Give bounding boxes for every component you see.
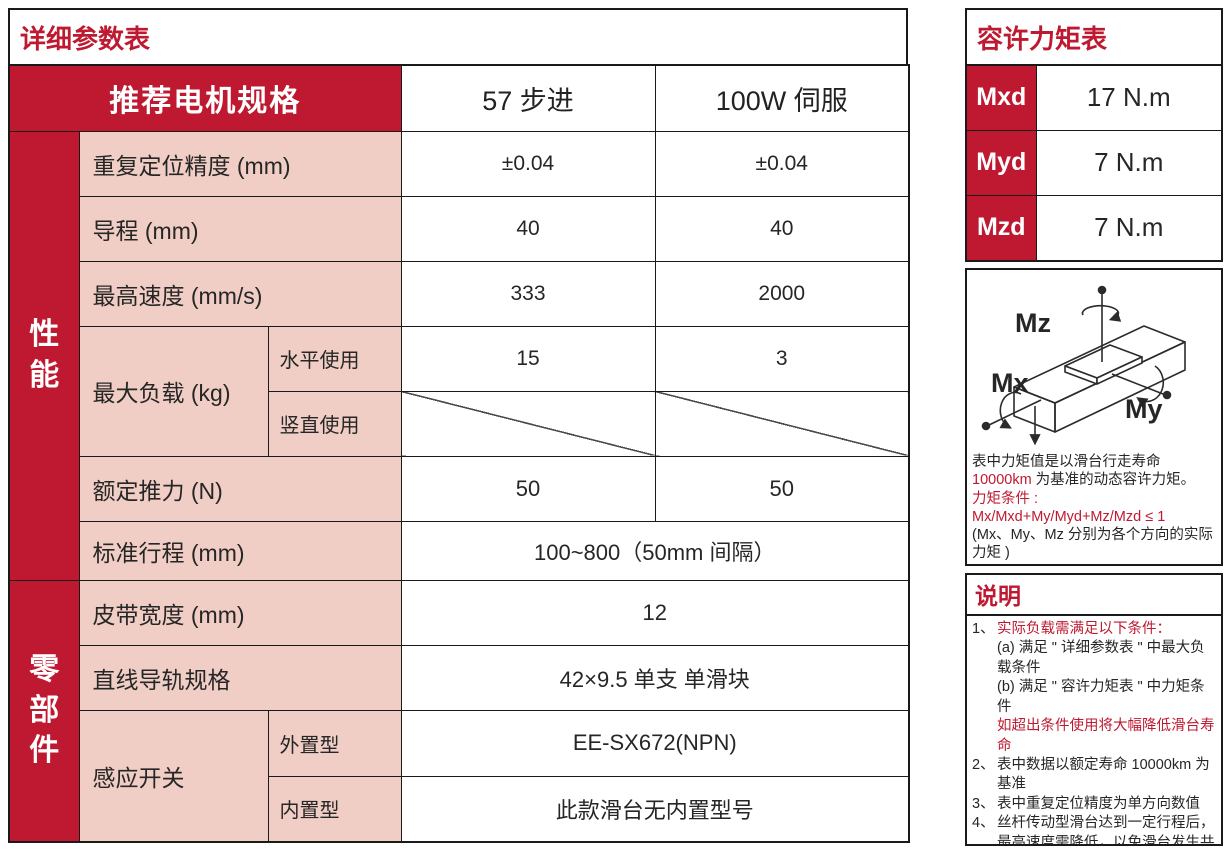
row-label-belt-width: 皮带宽度 (mm) <box>78 579 402 646</box>
section-parts-label: 零部件 <box>29 653 60 767</box>
row-label-max-speed: 最高速度 (mm/s) <box>78 260 402 327</box>
torque-table-title: 容许力矩表 <box>965 8 1223 66</box>
note-item: 如超出条件使用将大幅降低滑台寿命 <box>997 718 1215 754</box>
value-max-speed-servo: 2000 <box>654 260 910 327</box>
motor-spec-header: 推荐电机规格 <box>8 64 402 132</box>
moment-diagram: Mz Mx My <box>981 285 1186 446</box>
note-item: 2、 表中数据以额定寿命 10000km 为基准 <box>972 756 1210 793</box>
value-lead-stepper: 40 <box>400 195 656 262</box>
column-header-servo: 100W 伺服 <box>654 64 910 132</box>
note-item: 1、 实际负载需满足以下条件： <box>972 621 1171 637</box>
sublabel-external-type: 外置型 <box>267 709 402 777</box>
row-label-sensor-switch: 感应开关 <box>78 709 269 843</box>
value-rated-thrust-servo: 50 <box>654 455 910 522</box>
row-label-rated-thrust: 额定推力 (N) <box>78 455 402 522</box>
torque-row-mzd: Mzd 7 N.m <box>965 194 1223 262</box>
torque-value-mzd: 7 N.m <box>1035 194 1223 262</box>
table-row: 零部件 皮带宽度 (mm) 12 <box>8 579 910 843</box>
torque-caption: 表中力矩值是以滑台行走寿命 10000km 为基准的动态容许力矩。 力矩条件 :… <box>967 453 1221 563</box>
table-row: 竖直使用 <box>9 390 910 457</box>
column-header-stepper: 57 步进 <box>400 64 656 132</box>
value-sensor-external: EE-SX672(NPN) <box>400 709 910 777</box>
torque-label-myd: Myd <box>965 129 1037 196</box>
value-max-load-vertical-servo-na <box>654 390 910 457</box>
table-row: 内置型 此款滑台无内置型号 <box>9 775 910 843</box>
notes-title: 说明 <box>967 575 1221 616</box>
sublabel-vertical-use: 竖直使用 <box>267 390 402 457</box>
value-rail-spec: 42×9.5 单支 单滑块 <box>400 644 910 711</box>
torque-row-mxd: Mxd 17 N.m <box>965 64 1223 131</box>
value-max-load-vertical-stepper-na <box>400 390 656 457</box>
notes-list: 1、 实际负载需满足以下条件： (a) 满足 " 详细参数表 " 中最大负载条件… <box>967 616 1221 846</box>
value-repeat-accuracy-stepper: ±0.04 <box>400 130 656 197</box>
torque-table: Mxd 17 N.m Myd 7 N.m Mzd 7 N.m <box>965 64 1223 262</box>
mz-axis-label: Mz <box>1015 308 1051 338</box>
torque-value-mxd: 17 N.m <box>1035 64 1223 131</box>
torque-condition-heading: 力矩条件 : <box>972 490 1039 507</box>
section-parts: 零部件 <box>8 579 80 843</box>
table-row: 额定推力 (N) 50 50 <box>9 455 910 522</box>
spec-table: 推荐电机规格 57 步进 100W 伺服 性能 重复定位精度 (mm) ±0.0… <box>8 64 910 843</box>
torque-table-title-text: 容许力矩表 <box>977 23 1108 54</box>
note-item: (a) 满足 " 详细参数表 " 中最大负载条件 <box>997 640 1205 676</box>
row-label-lead: 导程 (mm) <box>78 195 402 262</box>
value-max-speed-stepper: 333 <box>400 260 656 327</box>
value-lead-servo: 40 <box>654 195 910 262</box>
note-item: 3、 表中重复定位精度为单方向数值 <box>972 795 1200 812</box>
sublabel-horizontal-use: 水平使用 <box>267 325 402 392</box>
right-column: 容许力矩表 Mxd 17 N.m Myd 7 N.m Mzd 7 N.m <box>965 8 1223 846</box>
value-standard-stroke: 100~800（50mm 间隔） <box>400 520 910 581</box>
spec-table-title: 详细参数表 <box>8 8 908 66</box>
value-rated-thrust-stepper: 50 <box>400 455 656 522</box>
torque-caption-basis: 表中力矩值是以滑台行走寿命 10000km 为基准的动态容许力矩。 <box>972 454 1196 489</box>
table-row: 导程 (mm) 40 40 <box>9 195 910 262</box>
value-belt-width: 12 <box>400 579 910 646</box>
table-row: 性能 重复定位精度 (mm) ±0.04 ±0.04 <box>8 130 910 581</box>
table-row: 最高速度 (mm/s) 333 2000 <box>9 260 910 327</box>
note-item: 4、 丝杆传动型滑台达到一定行程后，最高速度需降低，以免滑台发生共振，不同行程对… <box>972 815 1215 846</box>
torque-value-myd: 7 N.m <box>1035 129 1223 196</box>
table-row: 最大负载 (kg) 水平使用 15 3 <box>9 325 910 457</box>
table-row: 标准行程 (mm) 100~800（50mm 间隔） <box>9 520 910 581</box>
row-label-standard-stroke: 标准行程 (mm) <box>78 520 402 581</box>
motor-spec-header-row: 推荐电机规格 57 步进 100W 伺服 <box>8 64 910 132</box>
torque-row-myd: Myd 7 N.m <box>965 129 1223 196</box>
row-label-rail-spec: 直线导轨规格 <box>78 644 402 711</box>
torque-condition-formula: Mx/Mxd+My/Myd+Mz/Mzd ≤ 1 <box>972 508 1166 525</box>
spec-table-title-text: 详细参数表 <box>20 23 151 54</box>
section-performance: 性能 <box>8 130 80 581</box>
torque-caption-note: (Mx、My、Mz 分别为各个方向的实际力矩 ) <box>972 527 1213 562</box>
notes-panel: 说明 1、 实际负载需满足以下条件： (a) 满足 " 详细参数表 " 中最大负… <box>965 573 1223 846</box>
note-item: (b) 满足 " 容许力矩表 " 中力矩条件 <box>997 679 1205 715</box>
detailed-parameter-panel: 详细参数表 推荐电机规格 57 步进 100W 伺服 性能 重复定位精度 (mm… <box>8 8 910 843</box>
value-max-load-horizontal-servo: 3 <box>654 325 910 392</box>
value-repeat-accuracy-servo: ±0.04 <box>654 130 910 197</box>
row-label-repeat-accuracy: 重复定位精度 (mm) <box>78 130 402 197</box>
table-row: 感应开关 外置型 EE-SX672(NPN) <box>9 709 910 843</box>
my-axis-label: My <box>1125 394 1163 424</box>
torque-label-mxd: Mxd <box>965 64 1037 131</box>
torque-label-mzd: Mzd <box>965 194 1037 262</box>
section-performance-label: 性能 <box>29 318 60 392</box>
value-sensor-internal: 此款滑台无内置型号 <box>400 775 910 843</box>
moment-diagram-box: Mz Mx My 表中力矩值是以滑台行走寿命 10000km 为基准的动态容许力… <box>965 268 1223 566</box>
value-max-load-horizontal-stepper: 15 <box>400 325 656 392</box>
table-row: 直线导轨规格 42×9.5 单支 单滑块 <box>9 644 910 711</box>
row-label-max-load: 最大负载 (kg) <box>78 325 269 457</box>
mx-axis-label: Mx <box>991 368 1029 398</box>
sublabel-internal-type: 内置型 <box>267 775 402 843</box>
